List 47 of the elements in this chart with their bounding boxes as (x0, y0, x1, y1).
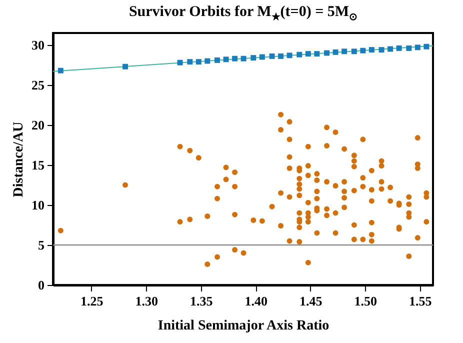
point (396, 45, 402, 51)
x-tick-label: 1.25 (80, 294, 104, 308)
point (278, 53, 284, 59)
point (58, 68, 64, 74)
y-tick-label: 5 (38, 238, 45, 252)
point (342, 48, 348, 54)
point (223, 56, 229, 62)
point (388, 46, 394, 52)
point (250, 55, 256, 61)
y-tick-label: 0 (38, 278, 44, 292)
y-tick-label: 30 (32, 38, 44, 52)
point (196, 59, 202, 65)
point (240, 56, 246, 62)
x-axis-title: Initial Semimajor Axis Ratio (158, 318, 330, 334)
x-tick-label: 1.55 (408, 294, 432, 308)
point (324, 50, 330, 56)
point (378, 47, 384, 53)
point (214, 57, 220, 63)
point (406, 45, 412, 51)
y-tick-label: 10 (32, 198, 44, 212)
point (286, 52, 292, 58)
y-tick-label: 15 (32, 158, 45, 172)
x-tick-label: 1.30 (135, 294, 158, 308)
x-tick-label: 1.40 (244, 294, 268, 308)
point (232, 56, 238, 62)
point (122, 64, 128, 70)
y-axis-title: Distance/AU (12, 122, 26, 198)
point (305, 51, 311, 57)
point (269, 53, 275, 59)
point (296, 52, 302, 58)
point (187, 59, 193, 65)
y-tick-label: 20 (32, 118, 44, 132)
point (351, 48, 357, 54)
y-tick-label: 25 (32, 78, 45, 92)
point (360, 48, 366, 54)
point (177, 60, 183, 66)
point (314, 51, 320, 57)
point (414, 44, 420, 50)
point (204, 58, 210, 64)
chart-title: Survivor Orbits for M$_{★}$(t=0) = 5M$_{⊙}$ (128, 4, 358, 23)
point (368, 47, 374, 53)
point (332, 49, 338, 55)
x-tick-label: 1.35 (190, 294, 214, 308)
x-tick-label: 1.45 (299, 294, 323, 308)
point (424, 44, 430, 50)
point (259, 54, 265, 60)
x-tick-label: 1.50 (354, 294, 377, 308)
